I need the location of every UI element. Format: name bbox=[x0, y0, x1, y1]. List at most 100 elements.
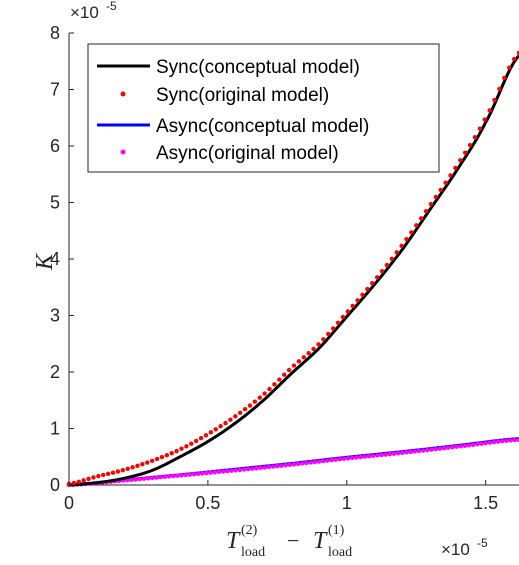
series-point-1 bbox=[448, 173, 453, 178]
series-point-1 bbox=[370, 281, 375, 286]
series-point-3 bbox=[241, 467, 247, 472]
x-tick-label: 0.5 bbox=[195, 493, 220, 513]
series-point-1 bbox=[198, 435, 204, 441]
series-point-3 bbox=[362, 454, 368, 459]
series-point-3 bbox=[195, 471, 201, 476]
series-point-1 bbox=[487, 108, 492, 113]
series-point-3 bbox=[375, 453, 380, 458]
series-point-3 bbox=[445, 445, 451, 450]
series-point-1 bbox=[174, 448, 179, 454]
series-point-3 bbox=[225, 468, 230, 474]
series-point-3 bbox=[187, 472, 193, 477]
series-point-1 bbox=[140, 462, 145, 467]
series-point-1 bbox=[330, 326, 336, 331]
series-point-1 bbox=[96, 473, 101, 479]
series-point-1 bbox=[233, 414, 238, 419]
series-point-3 bbox=[466, 443, 472, 448]
series-point-1 bbox=[404, 236, 409, 242]
series-point-1 bbox=[374, 275, 380, 280]
series-point-1 bbox=[257, 395, 262, 400]
series-point-1 bbox=[252, 399, 258, 404]
series-point-3 bbox=[508, 438, 513, 443]
series-point-3 bbox=[208, 470, 213, 475]
series-point-1 bbox=[423, 209, 429, 214]
series-point-3 bbox=[387, 451, 393, 457]
series-point-3 bbox=[245, 466, 251, 472]
series-point-1 bbox=[492, 97, 497, 103]
series-point-3 bbox=[233, 468, 238, 473]
series-point-1 bbox=[184, 444, 189, 449]
series-point-3 bbox=[433, 446, 438, 452]
legend-label-async-original: Async(original model) bbox=[156, 143, 339, 164]
series-point-1 bbox=[443, 180, 448, 185]
series-point-1 bbox=[238, 410, 243, 416]
series-point-1 bbox=[482, 117, 487, 122]
series-point-1 bbox=[463, 150, 468, 155]
legend: Sync(conceptual model) Sync(original mod… bbox=[87, 43, 440, 173]
series-point-3 bbox=[358, 454, 363, 460]
y-exponent-base: ×10 bbox=[70, 3, 99, 22]
series-point-3 bbox=[229, 468, 234, 473]
series-point-3 bbox=[308, 460, 313, 465]
series-point-1 bbox=[277, 377, 282, 382]
series-point-3 bbox=[429, 447, 434, 452]
series-point-1 bbox=[384, 262, 390, 268]
x-tick-label: 1 bbox=[342, 493, 352, 513]
series-point-3 bbox=[129, 477, 134, 483]
series-point-1 bbox=[502, 75, 507, 81]
series-point-1 bbox=[467, 142, 473, 148]
series-point-3 bbox=[416, 448, 422, 454]
series-point-3 bbox=[366, 453, 372, 459]
x-label-sup-right: (1) bbox=[328, 523, 345, 538]
series-point-3 bbox=[337, 457, 343, 462]
x-label-sub-left: load bbox=[241, 545, 265, 560]
series-point-1 bbox=[282, 372, 287, 377]
series-point-3 bbox=[350, 455, 355, 461]
series-point-3 bbox=[412, 449, 418, 454]
series-point-3 bbox=[320, 458, 326, 464]
x-exponent-power: -5 bbox=[477, 536, 488, 550]
series-point-1 bbox=[516, 50, 519, 55]
series-point-3 bbox=[325, 458, 330, 463]
series-point-1 bbox=[438, 187, 443, 193]
series-point-1 bbox=[189, 441, 194, 446]
series-point-1 bbox=[169, 450, 174, 456]
series-point-3 bbox=[354, 455, 359, 460]
series-point-3 bbox=[312, 459, 318, 465]
series-point-3 bbox=[491, 439, 497, 445]
y-axis-label: K bbox=[32, 252, 58, 271]
x-tick-label: 1.5 bbox=[473, 493, 498, 513]
series-point-3 bbox=[458, 444, 463, 449]
series-point-3 bbox=[512, 437, 518, 443]
x-axis-label: T (2) load − T (1) load bbox=[226, 523, 352, 560]
legend-label-async-conceptual: Async(conceptual model) bbox=[156, 116, 369, 137]
series-point-3 bbox=[420, 448, 426, 453]
series-point-3 bbox=[250, 466, 255, 471]
series-point-1 bbox=[379, 269, 385, 274]
series-point-1 bbox=[321, 337, 326, 342]
series-point-1 bbox=[159, 454, 165, 460]
series-point-3 bbox=[179, 473, 184, 478]
series-point-1 bbox=[301, 355, 306, 360]
series-point-3 bbox=[329, 457, 334, 463]
y-tick-label: 0 bbox=[50, 475, 60, 495]
series-point-1 bbox=[497, 86, 502, 92]
x-label-main-right: T bbox=[313, 528, 328, 554]
series-point-1 bbox=[86, 476, 91, 482]
series-point-3 bbox=[495, 439, 501, 444]
series-point-1 bbox=[179, 446, 184, 451]
series-point-1 bbox=[223, 420, 228, 426]
series-point-3 bbox=[287, 462, 293, 468]
series-point-3 bbox=[183, 472, 188, 478]
series-point-1 bbox=[130, 465, 135, 470]
series-point-1 bbox=[511, 56, 517, 62]
series-point-1 bbox=[355, 298, 360, 303]
series-point-3 bbox=[266, 464, 272, 470]
series-point-3 bbox=[483, 440, 488, 446]
series-point-1 bbox=[145, 460, 150, 465]
series-point-1 bbox=[345, 309, 350, 314]
series-point-1 bbox=[262, 391, 267, 396]
series-point-1 bbox=[296, 359, 302, 364]
series-point-3 bbox=[200, 471, 205, 476]
series-point-3 bbox=[175, 473, 180, 478]
